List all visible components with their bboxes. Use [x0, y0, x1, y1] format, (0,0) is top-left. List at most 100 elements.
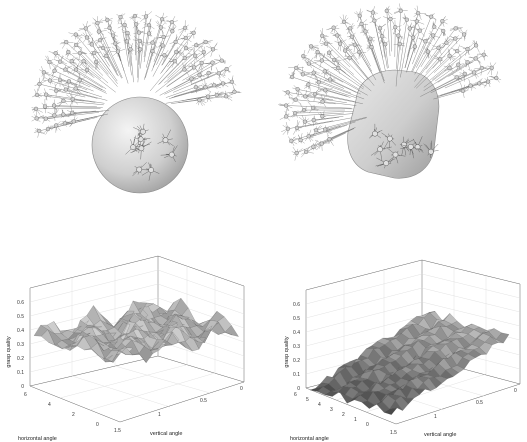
grasp-node	[66, 79, 72, 84]
grasp-node	[52, 113, 57, 118]
grasp-ray	[295, 99, 336, 105]
grasp-node	[327, 77, 333, 82]
grasp-hemisphere-left	[31, 11, 242, 194]
grasp-node	[52, 68, 57, 73]
grasp-ray	[54, 105, 97, 108]
grasp-ray	[349, 57, 369, 80]
grasp-node	[189, 76, 194, 81]
grasp-node	[107, 25, 112, 30]
grasp-ray	[322, 113, 354, 117]
y-ticks: 1.5 1 0.5 0	[114, 386, 243, 434]
grasp-ray	[305, 96, 347, 103]
grasp-node	[64, 39, 69, 45]
x-ticks: 6 5 4 3 2 1 0	[294, 392, 369, 428]
grasp-node	[320, 33, 325, 38]
grasp-ray	[166, 62, 202, 88]
grasp-node	[472, 70, 477, 75]
grasp-ray	[297, 89, 360, 103]
grasp-ray	[73, 116, 97, 122]
grasp-ray	[292, 76, 357, 99]
grasp-ray	[324, 71, 368, 96]
grasp-node	[37, 81, 42, 87]
grasp-node	[473, 43, 479, 48]
grasp-hemisphere-right	[278, 3, 502, 179]
grasp-ray	[55, 53, 85, 74]
grasp-ray	[167, 41, 206, 79]
grasp-node	[232, 89, 237, 94]
grasp-ray	[153, 36, 164, 62]
surface-plot-left: 0 0.1 0.2 0.3 0.4 0.5 0.6 grasp quality …	[0, 240, 263, 442]
grasp-node	[137, 38, 142, 44]
grasp-node	[41, 70, 46, 75]
grasp-node	[377, 146, 383, 153]
grasp-node	[331, 25, 336, 30]
grasp-node	[489, 65, 494, 70]
grasp-node	[33, 106, 39, 111]
grasp-node	[146, 31, 152, 36]
grasp-node	[357, 13, 362, 18]
grasp-ray	[178, 96, 227, 103]
grasp-node	[411, 35, 416, 40]
grasp-node	[383, 160, 389, 167]
grasp-node	[455, 48, 460, 54]
grasp-node	[465, 46, 470, 52]
grasp-ray	[328, 52, 354, 75]
grasp-ray	[325, 90, 351, 98]
grasp-ray	[435, 64, 459, 82]
grasp-node	[292, 111, 298, 116]
grasp-node	[193, 85, 198, 90]
grasp-ray	[72, 99, 96, 103]
grasp-node	[363, 29, 368, 34]
grasp-ray	[72, 110, 96, 113]
grasp-node	[383, 42, 388, 47]
grasp-ray	[429, 48, 468, 81]
grasp-node	[404, 17, 409, 22]
grasp-ray	[159, 78, 192, 96]
grasp-node	[301, 107, 307, 113]
z-axis-label: grasp quality	[6, 336, 12, 367]
grasp-ray	[430, 72, 475, 94]
grasp-ray	[159, 57, 185, 85]
grasp-ray	[97, 23, 123, 79]
grasp-node	[162, 53, 167, 58]
grasp-node	[97, 38, 103, 43]
grasp-ray	[161, 51, 177, 73]
z-tick: 0.4	[293, 330, 300, 336]
z-tick: 0.2	[17, 356, 24, 362]
grasp-node	[323, 88, 328, 93]
grasp-node	[77, 50, 82, 56]
grasp-ray	[338, 67, 365, 88]
grasp-node	[77, 78, 82, 83]
grasp-node	[42, 104, 48, 109]
grasp-ray	[71, 61, 95, 78]
grasp-node	[438, 57, 443, 62]
grasp-node	[94, 59, 99, 65]
grasp-ray	[91, 44, 118, 82]
grasp-node	[138, 47, 143, 52]
grasp-ray	[406, 46, 416, 73]
grasp-node	[73, 86, 78, 91]
grasp-node	[71, 119, 76, 124]
grasp-node	[170, 29, 175, 34]
z-tick: 0.3	[293, 344, 300, 350]
grasp-node	[388, 16, 393, 22]
x-axis-label: horizontal angle	[290, 436, 329, 442]
grasp-ray	[138, 40, 141, 65]
y-tick: 1	[434, 414, 437, 420]
grasp-ray	[411, 41, 426, 72]
grasp-ray	[112, 35, 122, 62]
grasp-ray	[120, 17, 130, 67]
grasp-sphere-panel-right	[264, 0, 527, 240]
grasp-node	[37, 128, 42, 134]
surface-plot-left-svg: 0 0.1 0.2 0.3 0.4 0.5 0.6 grasp quality …	[6, 255, 245, 442]
grasp-node	[397, 41, 402, 47]
grasp-node	[440, 19, 445, 24]
grasp-ray	[304, 117, 340, 122]
grasp-node	[183, 46, 189, 51]
grasp-ray	[59, 79, 88, 91]
x-tick: 3	[330, 407, 333, 413]
grasp-node	[284, 114, 289, 119]
grasp-node	[453, 26, 458, 31]
grasp-node	[95, 21, 100, 26]
grasp-node	[485, 79, 491, 84]
